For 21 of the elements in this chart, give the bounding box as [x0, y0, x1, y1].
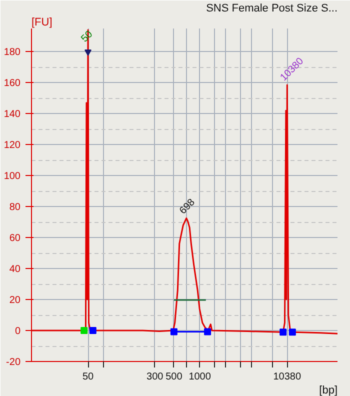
y-tick-label: 0	[14, 326, 21, 338]
y-tick-label: 120	[4, 140, 21, 152]
y-tick-label: -20	[6, 357, 21, 368]
annotation: 50	[79, 28, 96, 45]
chart-title: SNS Female Post Size S...	[206, 2, 338, 14]
y-tick-label: 140	[4, 109, 21, 120]
x-tick-label: 300	[146, 372, 164, 382]
annotation: 698	[178, 196, 198, 217]
x-tick-label: 500	[166, 372, 183, 382]
x-tick-label: 10380	[273, 372, 302, 382]
y-tick-label: 60	[9, 233, 21, 244]
x-tick-label: 1000	[188, 372, 212, 382]
y-tick-label: 180	[4, 47, 21, 58]
y-tick-label: 160	[4, 78, 21, 90]
y-axis-title: [FU]	[32, 16, 52, 28]
x-tick-label: 50	[82, 372, 94, 382]
y-tick-label: 100	[4, 171, 21, 182]
y-tick-label: 20	[9, 295, 21, 306]
y-tick-label: 80	[9, 202, 21, 214]
y-tick-label: 40	[9, 264, 21, 276]
x-axis-title: [bp]	[319, 384, 338, 396]
